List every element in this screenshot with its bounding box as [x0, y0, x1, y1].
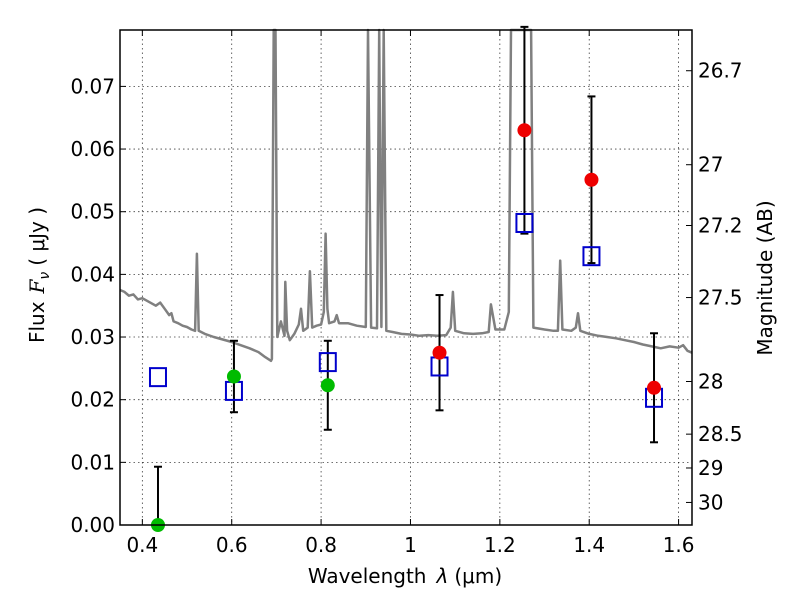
right-axis-tick-label: 27.2 — [698, 213, 743, 237]
detection-series — [150, 123, 662, 532]
x-tick-label: 0.4 — [126, 533, 158, 557]
right-axis-tick-label: 27.5 — [698, 286, 743, 310]
detection-point — [584, 172, 599, 187]
model-photometry-series — [148, 212, 664, 408]
y-axis-label: Flux Fν ( μJy ) — [25, 207, 53, 343]
x-tick-label: 1.2 — [484, 533, 516, 557]
right-axis-tick-label: 27 — [698, 153, 723, 177]
model-point-square — [318, 352, 337, 373]
detection-point — [432, 345, 447, 360]
y-axis-label-unit: ( μJy ) — [25, 207, 49, 266]
x-tick-label: 1 — [404, 533, 417, 557]
spectrum-series — [119, 28, 693, 363]
model-point-square — [148, 367, 167, 388]
detection-point — [320, 378, 335, 393]
y-tick-label: 0.06 — [70, 137, 115, 161]
error-bars — [153, 25, 659, 525]
right-axis-label: Magnitude (AB) — [753, 200, 777, 355]
right-axis-tick-label: 26.7 — [698, 59, 743, 83]
model-point-square — [582, 246, 601, 267]
y-tick-label: 0.00 — [70, 513, 115, 537]
model-point-square — [515, 212, 534, 233]
y-axis-label-symbol: F — [25, 278, 49, 294]
x-tick-label: 0.6 — [216, 533, 248, 557]
plot-frame — [119, 29, 693, 526]
y-tick-label: 0.07 — [70, 74, 115, 98]
right-axis-tick-label: 28.5 — [698, 422, 743, 446]
y-axis-label-text: Flux — [25, 301, 49, 343]
detection-point — [517, 123, 532, 138]
x-tick-label: 1.6 — [663, 533, 695, 557]
x-tick-label: 1.4 — [573, 533, 605, 557]
detection-point — [226, 369, 241, 384]
x-axis-label-text: Wavelength — [308, 564, 427, 588]
x-axis-label: Wavelength λ (μm) — [308, 564, 502, 588]
y-tick-label: 0.04 — [70, 262, 115, 286]
y-tick-label: 0.02 — [70, 388, 115, 412]
spectrum-line — [119, 28, 693, 363]
x-tick-label: 0.8 — [305, 533, 337, 557]
y-tick-label: 0.03 — [70, 325, 115, 349]
y-tick-label: 0.05 — [70, 200, 115, 224]
axis-ticks: 0.4 0.6 0.8 1 1.2 1.4 1.6 0.00 0.01 0.02 0.03 0.04 0… — [70, 30, 743, 557]
y-tick-label: 0.01 — [70, 450, 115, 474]
x-axis-label-symbol: λ — [436, 564, 449, 588]
right-axis-tick-label: 28 — [698, 370, 723, 394]
right-axis-tick-label: 30 — [698, 490, 723, 514]
y-axis-label-subscript: ν — [37, 272, 53, 280]
x-axis-label-unit: (μm) — [454, 564, 502, 588]
detection-point — [647, 380, 662, 395]
right-axis-tick-label: 29 — [698, 456, 723, 480]
grid — [120, 30, 692, 526]
